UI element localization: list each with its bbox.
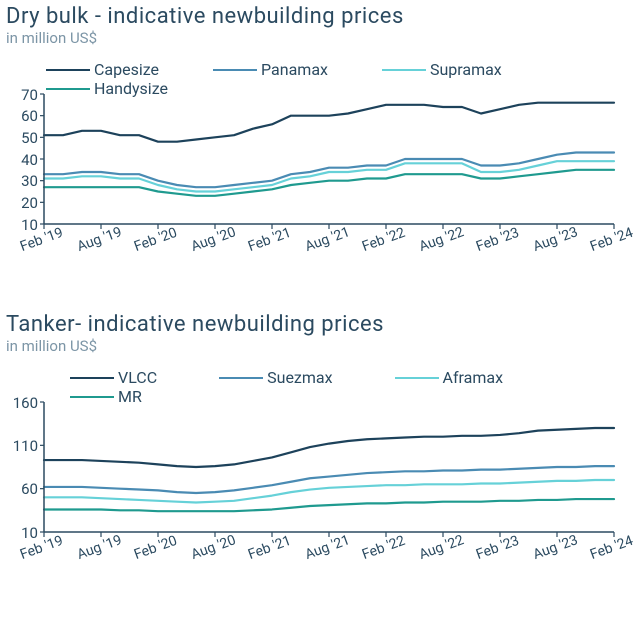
drybulk-svg [44,94,614,232]
drybulk-legend-item: Panamax [213,60,328,79]
y-tick-label: 30 [21,172,38,190]
tanker-legend-item: Suezmax [219,368,332,387]
drybulk-series-line [44,153,614,188]
legend-swatch-icon [213,69,257,71]
tanker-subtitle: in million US$ [6,337,634,355]
tanker-title: Tanker- indicative newbuilding prices [6,312,634,337]
legend-swatch-icon [395,377,439,379]
tanker-series-line [44,480,614,503]
y-tick-label: 110 [13,437,38,455]
y-tick-label: 20 [21,194,38,212]
legend-label: Aframax [443,368,503,387]
tanker-series-line [44,499,614,511]
tanker-series-line [44,466,614,493]
y-tick-label: 70 [21,86,38,104]
legend-label: VLCC [118,368,157,387]
legend-label: Panamax [261,60,328,79]
drybulk-plot: 10203040506070Feb '19Aug '19Feb '20Aug '… [44,94,614,224]
drybulk-title: Dry bulk - indicative newbuilding prices [6,4,634,29]
drybulk-chart-panel: Dry bulk - indicative newbuilding prices… [6,4,634,47]
tanker-plot: 1060110160Feb '19Aug '19Feb '20Aug '20Fe… [44,402,614,532]
tanker-legend-item: Aframax [395,368,503,387]
legend-label: Capesize [94,60,159,79]
drybulk-legend-item: Capesize [46,60,159,79]
tanker-svg [44,402,614,540]
y-tick-label: 60 [21,480,38,498]
tanker-series-line [44,428,614,467]
y-tick-label: 50 [21,129,38,147]
y-tick-label: 40 [21,151,38,169]
legend-swatch-icon [219,377,263,379]
drybulk-legend: CapesizePanamaxSupramaxHandysize [46,60,634,98]
legend-swatch-icon [46,88,90,90]
tanker-chart-panel: Tanker- indicative newbuilding pricesin … [6,312,634,355]
y-tick-label: 10 [21,216,38,234]
tanker-legend: VLCCSuezmaxAframaxMR [70,368,634,406]
legend-swatch-icon [70,377,114,379]
legend-label: Supramax [430,60,502,79]
legend-label: Suezmax [267,368,332,387]
tanker-legend-item: VLCC [70,368,157,387]
y-tick-label: 160 [13,394,38,412]
y-tick-label: 60 [21,107,38,125]
legend-swatch-icon [70,396,114,398]
drybulk-subtitle: in million US$ [6,29,634,47]
legend-swatch-icon [46,69,90,71]
legend-swatch-icon [382,69,426,71]
drybulk-legend-item: Supramax [382,60,502,79]
drybulk-series-line [44,103,614,142]
y-tick-label: 10 [21,524,38,542]
